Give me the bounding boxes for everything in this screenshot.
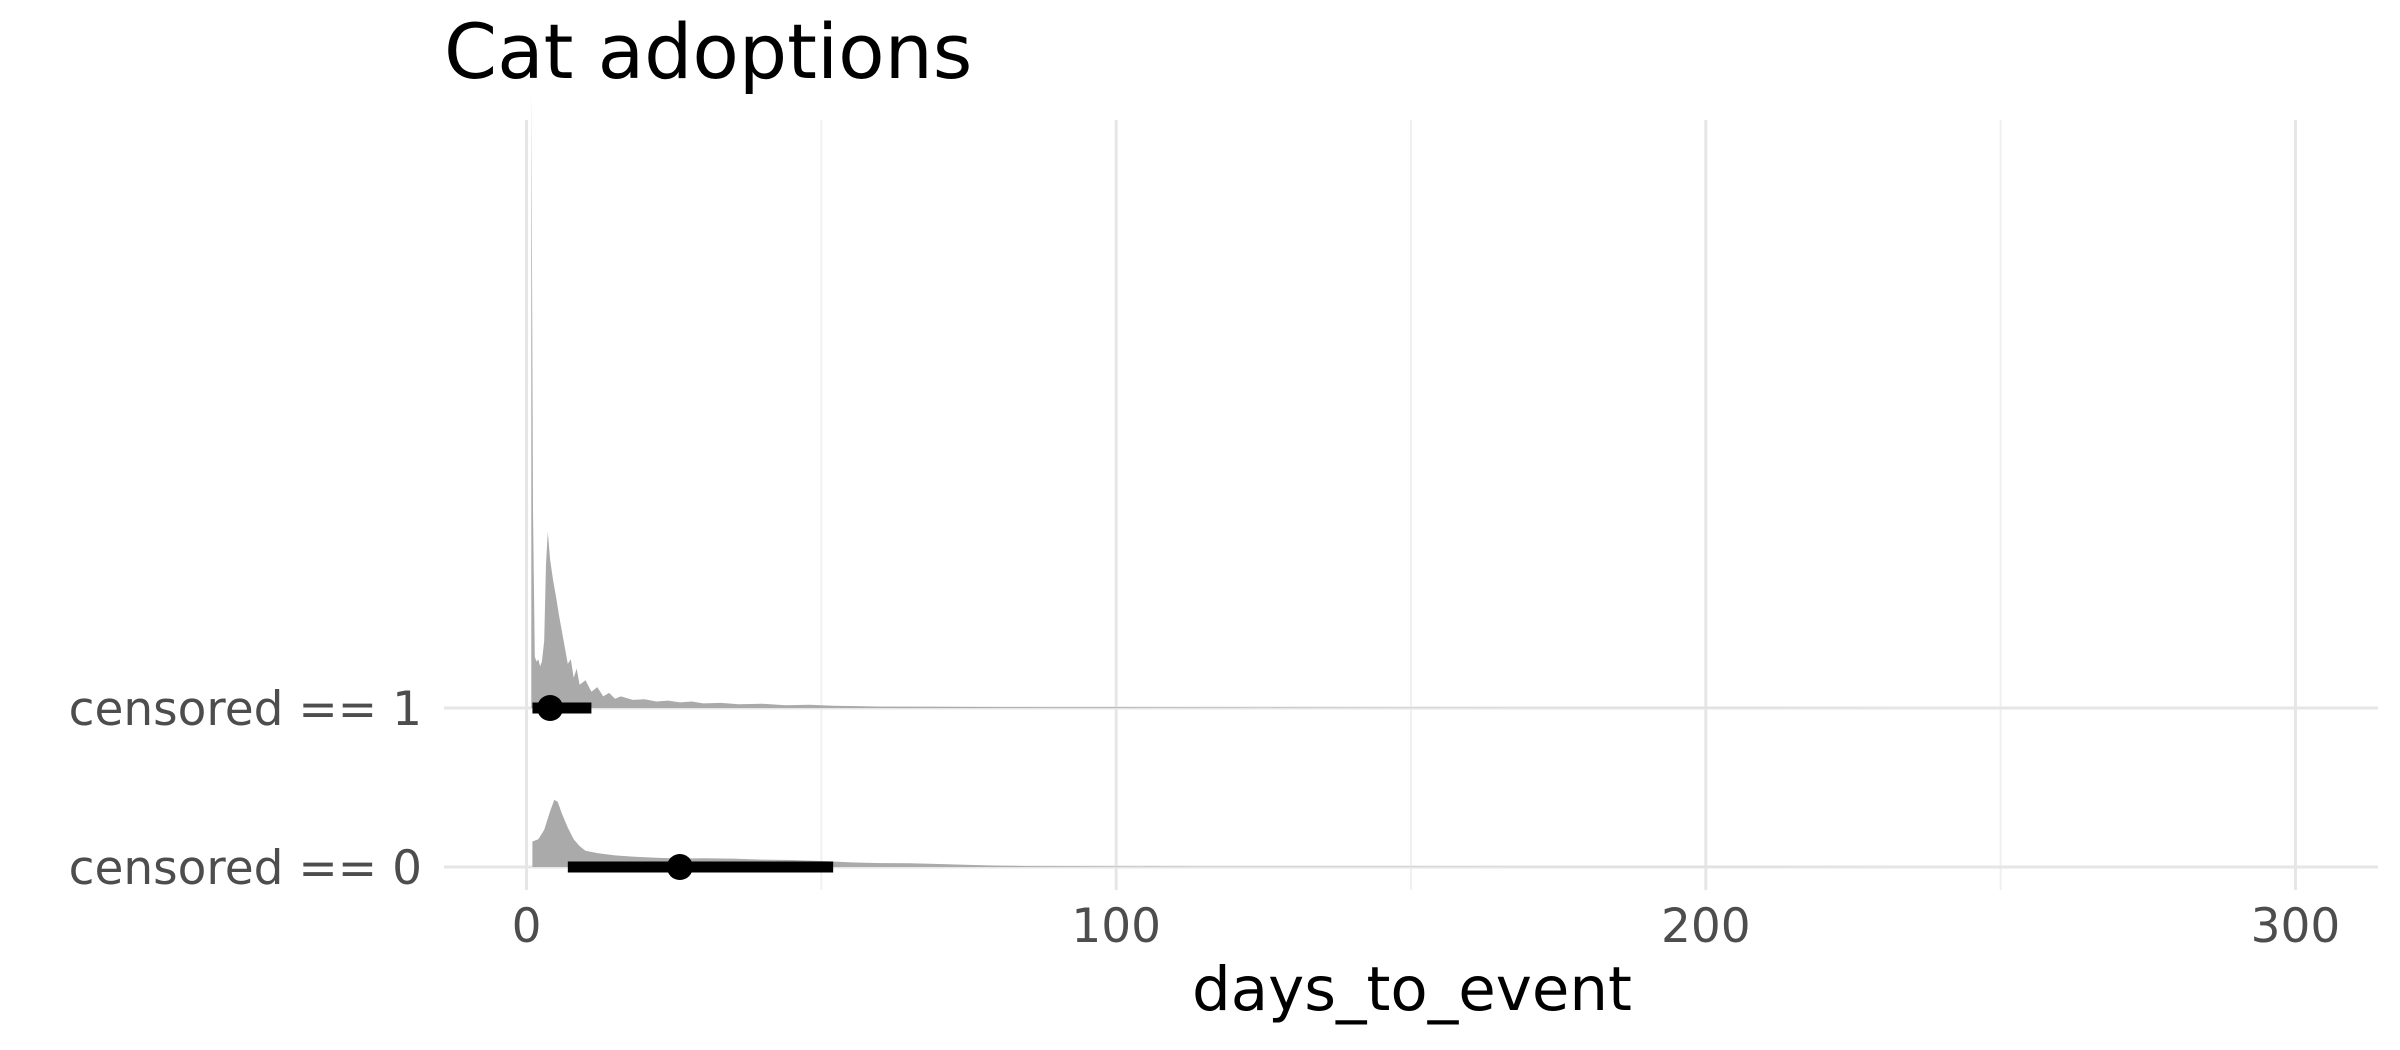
minor-gridlines: [820, 120, 2002, 890]
density-areas: [531, 88, 2296, 867]
y-tick-label: censored == 1: [69, 682, 422, 737]
x-tick-label: 300: [2251, 899, 2341, 954]
x-axis-tick-labels: 0 100 200 300: [512, 899, 2341, 954]
x-axis-title: days_to_event: [1192, 954, 1632, 1025]
y-tick-label: censored == 0: [69, 841, 422, 896]
x-tick-label: 200: [1661, 899, 1751, 954]
y-axis-tick-labels: censored == 0 censored == 1: [69, 682, 422, 896]
x-tick-label: 100: [1071, 899, 1161, 954]
interval-marks: [532, 695, 834, 880]
chart-title: Cat adoptions: [444, 7, 972, 96]
point-estimate-1: [537, 695, 564, 721]
density-area-0: [532, 799, 2296, 867]
x-tick-label: 0: [512, 899, 542, 954]
point-estimate-0: [666, 854, 693, 880]
density-area-1: [531, 88, 2296, 709]
